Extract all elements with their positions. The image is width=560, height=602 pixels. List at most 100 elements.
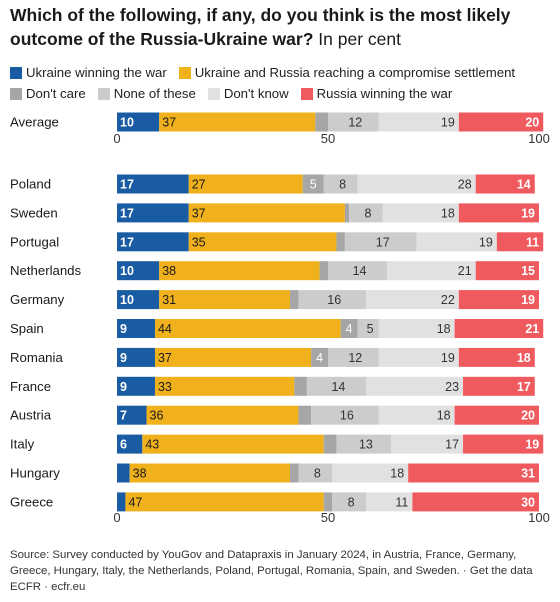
- x-tick-label-2-100: 100: [528, 510, 550, 525]
- bar-netherlands-don-t-care: [319, 261, 328, 281]
- bar-spain-none-of-these: [357, 319, 379, 338]
- data-label-average-ukraine-winning-the-war: 10: [120, 116, 134, 130]
- bar-romania-none-of-these: [328, 347, 379, 367]
- data-label-romania-ukraine-winning-the-war: 9: [120, 351, 127, 365]
- data-label-spain-ukraine-and-russia-reaching-a-compromise-settlement: 44: [158, 322, 172, 336]
- bar-portugal-don-t-care: [336, 232, 345, 252]
- bar-portugal-don-t-know: [416, 232, 497, 252]
- bar-sweden-russia-winning-the-war: [458, 203, 539, 223]
- legend-swatch: [97, 87, 110, 100]
- data-label-poland-don-t-care: 5: [310, 178, 317, 192]
- data-label-italy-ukraine-and-russia-reaching-a-compromise-settlement: 43: [145, 438, 159, 452]
- data-label-spain-russia-winning-the-war: 21: [525, 322, 539, 336]
- chart-title: Which of the following, if any, do you t…: [10, 3, 550, 51]
- bar-greece-none-of-these: [332, 492, 366, 512]
- data-label-poland-none-of-these: 8: [339, 178, 346, 192]
- bar-portugal-ukraine-and-russia-reaching-a-compromise-settlement: [188, 232, 337, 252]
- bar-greece-russia-winning-the-war: [412, 492, 539, 512]
- bar-hungary-russia-winning-the-war: [408, 463, 539, 483]
- category-label-france: France: [10, 379, 51, 394]
- bar-netherlands-none-of-these: [328, 261, 388, 281]
- bar-germany-none-of-these: [298, 290, 366, 310]
- bar-hungary-don-t-know: [332, 463, 409, 483]
- bar-france-none-of-these: [306, 376, 366, 396]
- bar-sweden-ukraine-and-russia-reaching-a-compromise-settlement: [188, 203, 345, 223]
- data-label-sweden-ukraine-winning-the-war: 17: [120, 206, 134, 220]
- category-label-average: Average: [10, 115, 59, 130]
- bar-france-don-t-care: [294, 376, 307, 396]
- legend-swatch: [10, 87, 22, 100]
- data-label-poland-ukraine-winning-the-war: 17: [120, 178, 134, 192]
- bar-germany-don-t-care: [290, 290, 299, 310]
- bar-poland-ukraine-and-russia-reaching-a-compromise-settlement: [188, 174, 303, 194]
- data-label-romania-ukraine-and-russia-reaching-a-compromise-settlement: 37: [158, 351, 172, 365]
- bar-romania-don-t-care: [311, 347, 328, 367]
- data-label-greece-ukraine-and-russia-reaching-a-compromise-settlement: 47: [128, 495, 142, 509]
- data-label-italy-ukraine-winning-the-war: 6: [120, 438, 127, 452]
- data-label-france-ukraine-and-russia-reaching-a-compromise-settlement: 33: [158, 380, 172, 394]
- bar-spain-russia-winning-the-war: [454, 319, 544, 338]
- footer-credit: ECFR · ecfr.eu: [10, 581, 86, 593]
- bar-greece-don-t-care: [323, 492, 333, 512]
- bar-italy-russia-winning-the-war: [463, 434, 544, 454]
- bar-netherlands-russia-winning-the-war: [475, 261, 539, 281]
- data-label-portugal-don-t-know: 19: [479, 235, 493, 249]
- title-unit: In per cent: [318, 29, 401, 49]
- bar-france-ukraine-winning-the-war: [117, 376, 155, 396]
- bar-austria-russia-winning-the-war: [454, 405, 539, 425]
- bar-hungary-ukraine-winning-the-war: [117, 463, 130, 483]
- data-label-romania-don-t-know: 19: [441, 351, 455, 365]
- data-label-spain-ukraine-winning-the-war: 9: [120, 322, 127, 336]
- data-label-poland-ukraine-and-russia-reaching-a-compromise-settlement: 27: [192, 178, 206, 192]
- legend-item-none-of-these: None of these: [97, 86, 196, 101]
- category-label-portugal: Portugal: [10, 234, 59, 249]
- data-label-hungary-russia-winning-the-war: 31: [521, 467, 535, 481]
- category-label-poland: Poland: [10, 177, 51, 192]
- bar-hungary-don-t-care: [290, 463, 299, 483]
- bar-average-ukraine-and-russia-reaching-a-compromise-settlement: [159, 112, 316, 132]
- legend-item-dont-know: Don't know: [207, 86, 289, 101]
- data-label-germany-russia-winning-the-war: 19: [521, 293, 535, 307]
- bar-poland-russia-winning-the-war: [475, 174, 535, 194]
- legend: Ukraine winning the war Ukraine and Russ…: [10, 62, 555, 104]
- data-label-romania-don-t-care: 4: [316, 351, 323, 365]
- data-label-sweden-ukraine-and-russia-reaching-a-compromise-settlement: 37: [192, 206, 206, 220]
- bar-portugal-russia-winning-the-war: [496, 232, 544, 252]
- legend-label: Don't care: [26, 86, 86, 101]
- bar-romania-russia-winning-the-war: [458, 347, 535, 367]
- data-label-average-don-t-know: 19: [441, 116, 455, 130]
- category-label-romania: Romania: [10, 350, 63, 365]
- bar-sweden-don-t-care: [344, 203, 350, 223]
- legend-swatch: [178, 66, 191, 79]
- data-label-netherlands-ukraine-winning-the-war: 10: [120, 264, 134, 278]
- x-tick-label-1-100: 100: [528, 131, 550, 146]
- legend-item-ukraine-winning: Ukraine winning the war: [10, 65, 167, 80]
- bar-hungary-ukraine-and-russia-reaching-a-compromise-settlement: [129, 463, 291, 483]
- bar-sweden-none-of-these: [349, 203, 383, 223]
- bar-austria-don-t-know: [378, 405, 455, 425]
- bar-hungary-none-of-these: [298, 463, 333, 483]
- bar-poland-none-of-these: [323, 174, 358, 194]
- x-tick-label-1-50: 50: [321, 131, 335, 146]
- bar-poland-don-t-know: [357, 174, 476, 194]
- bar-germany-don-t-know: [365, 290, 459, 310]
- data-label-greece-russia-winning-the-war: 30: [521, 495, 535, 509]
- source-note: Source: Survey conducted by YouGov and D…: [10, 547, 555, 595]
- data-label-france-don-t-know: 23: [445, 380, 459, 394]
- legend-row-1: Ukraine winning the war Ukraine and Russ…: [10, 62, 555, 83]
- bar-average-russia-winning-the-war: [458, 112, 544, 132]
- x-tick-label-1-0: 0: [113, 131, 120, 146]
- bar-netherlands-ukraine-winning-the-war: [117, 261, 160, 281]
- legend-swatch: [300, 87, 313, 100]
- data-label-netherlands-none-of-these: 14: [353, 264, 367, 278]
- legend-item-compromise: Ukraine and Russia reaching a compromise…: [178, 65, 515, 80]
- bar-average-none-of-these: [328, 112, 379, 132]
- data-label-portugal-ukraine-and-russia-reaching-a-compromise-settlement: 35: [192, 235, 206, 249]
- data-label-average-none-of-these: 12: [348, 116, 362, 130]
- x-tick-label-2-50: 50: [321, 510, 335, 525]
- data-label-netherlands-don-t-know: 21: [458, 264, 472, 278]
- bar-spain-don-t-care: [340, 319, 358, 338]
- bar-france-ukraine-and-russia-reaching-a-compromise-settlement: [154, 376, 295, 396]
- legend-item-russia-winning: Russia winning the war: [300, 86, 452, 101]
- data-label-france-ukraine-winning-the-war: 9: [120, 380, 127, 394]
